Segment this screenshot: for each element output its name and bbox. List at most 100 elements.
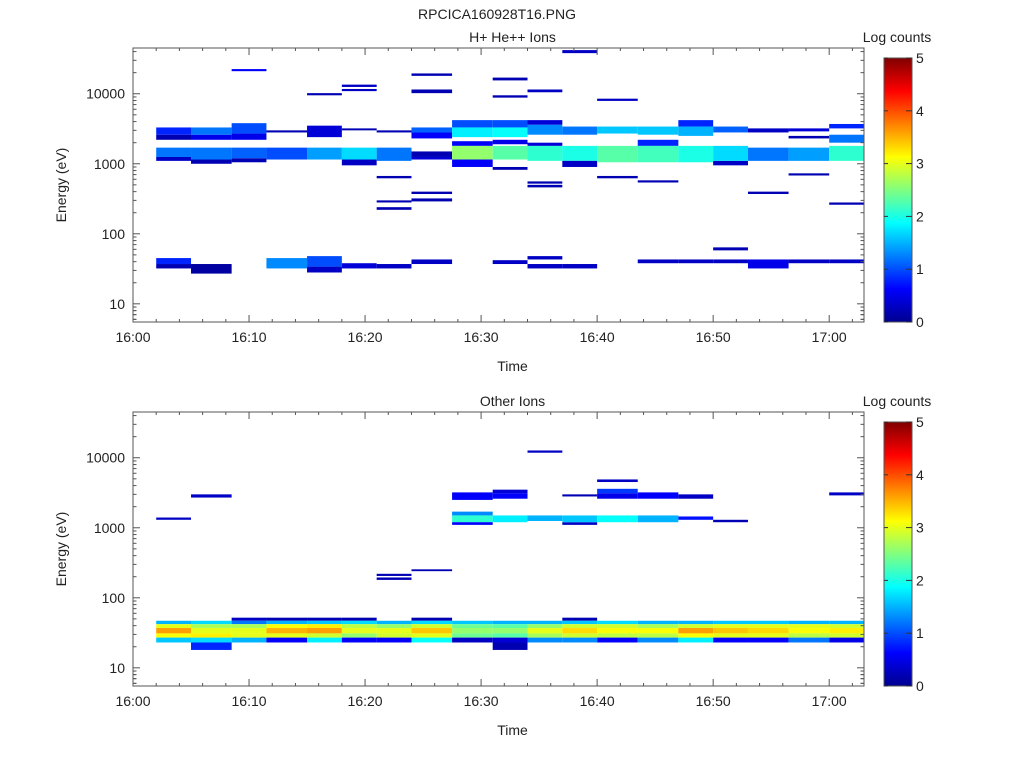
heatmap-cell [266, 624, 308, 629]
heatmap-cell [637, 624, 679, 629]
heatmap-cell [597, 624, 638, 629]
heatmap-cell [637, 515, 679, 523]
heatmap-cell [341, 263, 377, 269]
colorbar-label: Log counts [863, 29, 932, 45]
heatmap-cell [637, 620, 679, 625]
heatmap-cell [411, 569, 453, 572]
heatmap-cell [376, 620, 412, 625]
y-axis-label: Energy (eV) [53, 512, 69, 587]
heatmap-cell [747, 628, 789, 634]
colorbar-tick-label: 1 [916, 625, 924, 641]
heatmap-cell [637, 259, 679, 264]
heatmap-cell [266, 637, 308, 643]
heatmap-cell [191, 127, 232, 135]
heatmap-cell [747, 259, 789, 269]
heatmap-cell [266, 617, 308, 621]
heatmap-cell [452, 145, 493, 160]
heatmap-cell [562, 617, 598, 621]
y-tick-label: 10 [109, 660, 125, 676]
heatmap-cell [527, 628, 563, 634]
heatmap-cell [829, 202, 864, 205]
x-tick-label: 16:30 [464, 329, 499, 345]
colorbar-tick-label: 2 [916, 208, 924, 224]
heatmap-cell [452, 492, 493, 500]
heatmap-cell [452, 633, 493, 638]
heatmap-cell [597, 126, 638, 134]
heatmap-cell [562, 633, 598, 638]
y-tick-label: 10 [109, 296, 125, 312]
heatmap-cell [637, 633, 679, 638]
heatmap-cell [411, 617, 453, 621]
colorbar-tick-label: 0 [916, 314, 924, 330]
heatmap-cell [788, 173, 830, 176]
heatmap-cell [341, 84, 377, 87]
heatmap-cell [341, 620, 377, 625]
heatmap-cells [156, 50, 864, 274]
heatmap-cell [527, 637, 563, 643]
heatmap-cell [452, 120, 493, 128]
heatmap-cell [829, 633, 864, 638]
heatmap-cell [788, 628, 830, 634]
heatmap-cell [747, 633, 789, 638]
heatmap-cell [452, 159, 493, 167]
heatmap-cell [156, 156, 192, 161]
x-tick-label: 16:00 [115, 693, 150, 709]
heatmap-cell [597, 515, 638, 523]
heatmap-cell [341, 624, 377, 629]
heatmap-cell [231, 628, 267, 634]
heatmap-cell [492, 120, 528, 128]
heatmap-cell [597, 633, 638, 638]
heatmap-cell [562, 50, 598, 54]
heatmap-cell [562, 628, 598, 634]
heatmap-cell [231, 123, 267, 134]
heatmap-cell [637, 145, 679, 163]
heatmap-cell [307, 637, 342, 643]
x-tick-label: 16:30 [464, 693, 499, 709]
heatmap-cell [713, 624, 748, 629]
heatmap-cell [678, 620, 714, 625]
heatmap-cell [191, 134, 232, 140]
heatmap-cell [713, 637, 748, 643]
heatmap-cell [492, 489, 528, 494]
colorbar-tick-label: 1 [916, 261, 924, 277]
heatmap-cell [492, 515, 528, 523]
heatmap-cell [678, 494, 714, 499]
heatmap-cell [266, 628, 308, 634]
panel-title: H+ He++ Ions [469, 29, 556, 45]
heatmap-cell [376, 633, 412, 638]
heatmap-cell [527, 515, 563, 521]
heatmap-cell [341, 628, 377, 634]
colorbar-tick-label: 5 [916, 50, 924, 66]
heatmap-cell [678, 628, 714, 634]
heatmap-cell [713, 160, 748, 166]
panel-title: Other Ions [480, 393, 545, 409]
heatmap-cell [307, 617, 342, 621]
heatmap-cell [376, 637, 412, 643]
heatmap-cell [376, 200, 412, 203]
colorbar-tick-label: 2 [916, 572, 924, 588]
heatmap-cell [307, 628, 342, 634]
heatmap-cell [747, 128, 789, 133]
heatmap-cell [411, 198, 453, 202]
heatmap-cell [231, 620, 267, 625]
y-tick-label: 10000 [86, 450, 125, 466]
heatmap-cell [156, 637, 192, 643]
heatmap-cell [527, 620, 563, 625]
heatmap-cell [156, 620, 192, 625]
colorbar-tick-label: 3 [916, 520, 924, 536]
heatmap-cell [829, 628, 864, 634]
heatmap-cell [637, 180, 679, 183]
heatmap-cell [231, 147, 267, 159]
x-tick-label: 17:00 [812, 329, 847, 345]
y-tick-label: 1000 [94, 156, 125, 172]
heatmap-cell [307, 633, 342, 638]
colorbar-tick-label: 5 [916, 414, 924, 430]
heatmap-cell [562, 145, 598, 161]
heatmap-cell [156, 633, 192, 638]
heatmap-cell [527, 256, 563, 260]
heatmap-cell [562, 515, 598, 523]
heatmap-cell [562, 160, 598, 167]
heatmap-cell [411, 156, 453, 160]
panel-h-he-ions: H+ He++ Ions Time Energy (eV) Log counts 16:… [53, 29, 931, 374]
heatmap-cell [597, 493, 638, 499]
